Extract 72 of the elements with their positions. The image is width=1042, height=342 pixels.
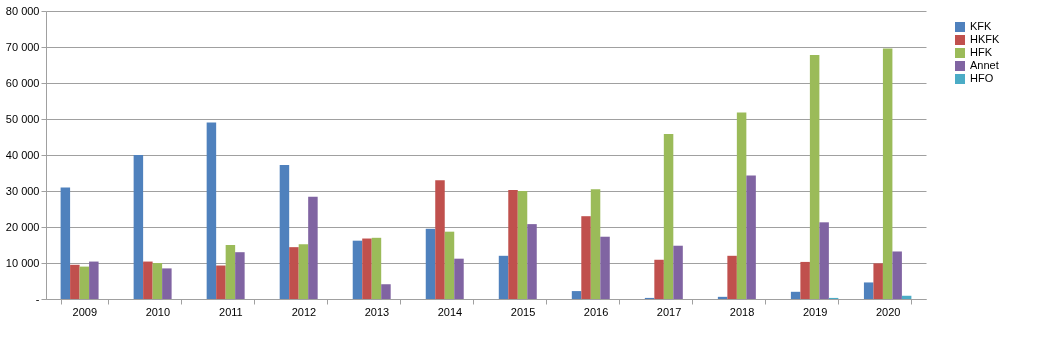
x-tick-label: 2015 bbox=[510, 305, 536, 318]
x-tick-label: 2011 bbox=[219, 305, 243, 318]
bar bbox=[790, 291, 801, 299]
bar bbox=[673, 245, 683, 299]
bar bbox=[600, 236, 610, 299]
bar bbox=[216, 265, 226, 299]
x-tick-label: 2016 bbox=[583, 305, 609, 318]
x-tick-label: 2019 bbox=[802, 305, 828, 318]
bar bbox=[873, 263, 883, 299]
bar bbox=[819, 222, 829, 299]
bar bbox=[143, 261, 153, 299]
bar bbox=[162, 268, 172, 299]
bar bbox=[882, 48, 893, 299]
bar bbox=[308, 196, 318, 299]
y-tick-label: 80 000 bbox=[5, 4, 40, 17]
bar bbox=[435, 180, 445, 299]
bar bbox=[581, 216, 591, 299]
legend-label: HFO bbox=[970, 72, 994, 84]
bar bbox=[508, 189, 518, 299]
bar bbox=[663, 134, 674, 299]
y-tick-label: 10 000 bbox=[5, 256, 40, 269]
bar bbox=[225, 245, 236, 299]
bar bbox=[289, 247, 299, 299]
bar bbox=[517, 191, 528, 299]
bar bbox=[79, 266, 90, 299]
y-tick-label: 70 000 bbox=[5, 40, 40, 53]
x-tick-label: 2013 bbox=[364, 305, 390, 318]
x-tick-label: 2009 bbox=[72, 305, 98, 318]
y-tick-label: 60 000 bbox=[5, 76, 40, 89]
bar bbox=[727, 255, 737, 299]
bar bbox=[298, 244, 309, 299]
bar bbox=[654, 259, 664, 299]
bar bbox=[425, 228, 436, 299]
bar bbox=[444, 231, 455, 299]
bar bbox=[152, 263, 163, 299]
y-tick-label: - bbox=[35, 292, 40, 305]
bar bbox=[279, 165, 290, 299]
x-tick-label: 2017 bbox=[656, 305, 682, 318]
legend-label: HFK bbox=[970, 46, 993, 58]
y-tick-label: 50 000 bbox=[5, 112, 40, 125]
y-tick-label: 40 000 bbox=[5, 148, 40, 161]
bar bbox=[352, 240, 363, 299]
x-tick-label: 2012 bbox=[291, 305, 317, 318]
bar bbox=[454, 258, 464, 299]
y-tick-label: 20 000 bbox=[5, 220, 40, 233]
bar bbox=[863, 282, 874, 299]
y-tick-label: 30 000 bbox=[5, 184, 40, 197]
bar bbox=[736, 112, 747, 299]
bar bbox=[371, 237, 382, 299]
bar bbox=[362, 238, 372, 299]
bar bbox=[381, 284, 391, 299]
x-tick-label: 2020 bbox=[875, 305, 901, 318]
bar bbox=[498, 255, 509, 299]
bar bbox=[70, 264, 80, 299]
bar bbox=[235, 252, 245, 299]
bar bbox=[590, 189, 601, 299]
x-tick-label: 2018 bbox=[729, 305, 755, 318]
legend-label: HKFK bbox=[970, 33, 1000, 45]
bar bbox=[800, 261, 810, 299]
bar bbox=[89, 261, 99, 299]
bar bbox=[746, 175, 756, 299]
x-tick-label: 2014 bbox=[437, 305, 463, 318]
bar bbox=[571, 291, 582, 299]
x-tick-label: 2010 bbox=[145, 305, 171, 318]
bar bbox=[892, 251, 902, 299]
legend-label: Annet bbox=[970, 59, 999, 71]
bar bbox=[60, 187, 71, 299]
bar bbox=[206, 122, 217, 299]
bar bbox=[809, 54, 820, 299]
bar bbox=[133, 155, 144, 299]
bar bbox=[527, 224, 537, 299]
legend-label: KFK bbox=[970, 20, 993, 32]
